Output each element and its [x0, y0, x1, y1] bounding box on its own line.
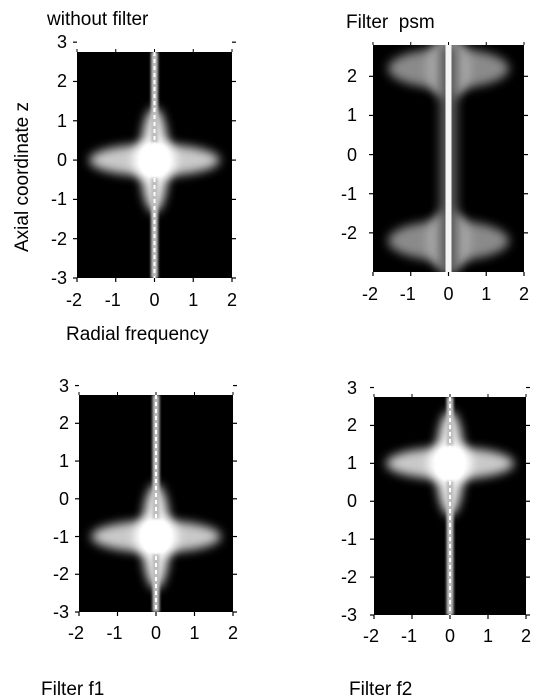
y-tick-label: -2	[52, 564, 69, 585]
x-tick-label: 0	[149, 290, 160, 310]
heatmap-panel-filter-f2	[374, 397, 526, 615]
y-tick-label: 0	[346, 144, 357, 165]
y-tick-label: 3	[346, 377, 357, 398]
y-tick-label: -3	[50, 268, 67, 288]
x-tick-label: 2	[226, 290, 237, 310]
panel-title-without-filter: without filter	[47, 9, 149, 30]
x-tick-label: -2	[362, 626, 379, 646]
x-tick-label: 1	[481, 284, 492, 304]
y-tick-label: -1	[340, 183, 357, 204]
y-tick-label: 1	[346, 453, 357, 474]
x-tick-label: 0	[150, 623, 161, 643]
x-tick-label: -1	[106, 623, 123, 643]
y-tick-label: 3	[56, 32, 67, 53]
x-tick-label: -2	[361, 284, 378, 304]
panel-title-filter-f2: Filter f2	[349, 679, 413, 700]
x-tick-label: 2	[518, 284, 529, 304]
y-tick-label: 1	[58, 451, 69, 472]
x-tick-label: -1	[104, 290, 121, 310]
y-tick-label: 0	[56, 150, 67, 171]
axial-line	[446, 397, 454, 615]
x-tick-label: 2	[520, 626, 531, 646]
x-tick-label: 0	[443, 284, 454, 304]
y-tick-label: -1	[340, 529, 357, 550]
y-tick-label: 2	[56, 71, 67, 92]
x-tick-label: -1	[399, 284, 416, 304]
y-tick-label: 2	[346, 415, 357, 436]
y-tick-label: 1	[56, 110, 67, 131]
x-axis-label: Radial frequency	[66, 324, 209, 345]
x-tick-label: 0	[444, 626, 455, 646]
heatmap-panel-filter-f1	[79, 395, 233, 612]
y-tick-label: -3	[340, 605, 357, 625]
y-tick-label: 2	[346, 66, 357, 87]
x-tick-label: 1	[189, 623, 200, 643]
x-tick-label: -1	[400, 626, 417, 646]
heatmap-panel-filter-psm	[373, 45, 524, 272]
panel-title-filter-psm: Filter psm	[346, 12, 435, 33]
y-tick-label: 2	[58, 413, 69, 434]
y-tick-label: -2	[50, 228, 67, 249]
y-tick-label: -1	[50, 189, 67, 210]
x-tick-label: -2	[65, 290, 82, 310]
y-tick-label: 1	[346, 105, 357, 126]
x-tick-label: 1	[482, 626, 493, 646]
panel-title-filter-f1: Filter f1	[41, 679, 105, 700]
y-tick-label: -1	[52, 526, 69, 547]
y-tick-label: 0	[346, 491, 357, 512]
y-tick-label: -2	[340, 222, 357, 243]
heatmap-panel-without-filter	[77, 52, 232, 278]
y-tick-label: -3	[52, 602, 69, 622]
x-tick-label: 1	[188, 290, 199, 310]
y-tick-label: -2	[340, 567, 357, 588]
x-tick-label: -2	[67, 623, 84, 643]
y-axis-label: Axial coordinate z	[12, 102, 33, 252]
y-tick-label: 0	[58, 488, 69, 509]
x-tick-label: 2	[227, 623, 238, 643]
y-tick-label: 3	[58, 375, 69, 396]
axial-line	[445, 45, 452, 272]
